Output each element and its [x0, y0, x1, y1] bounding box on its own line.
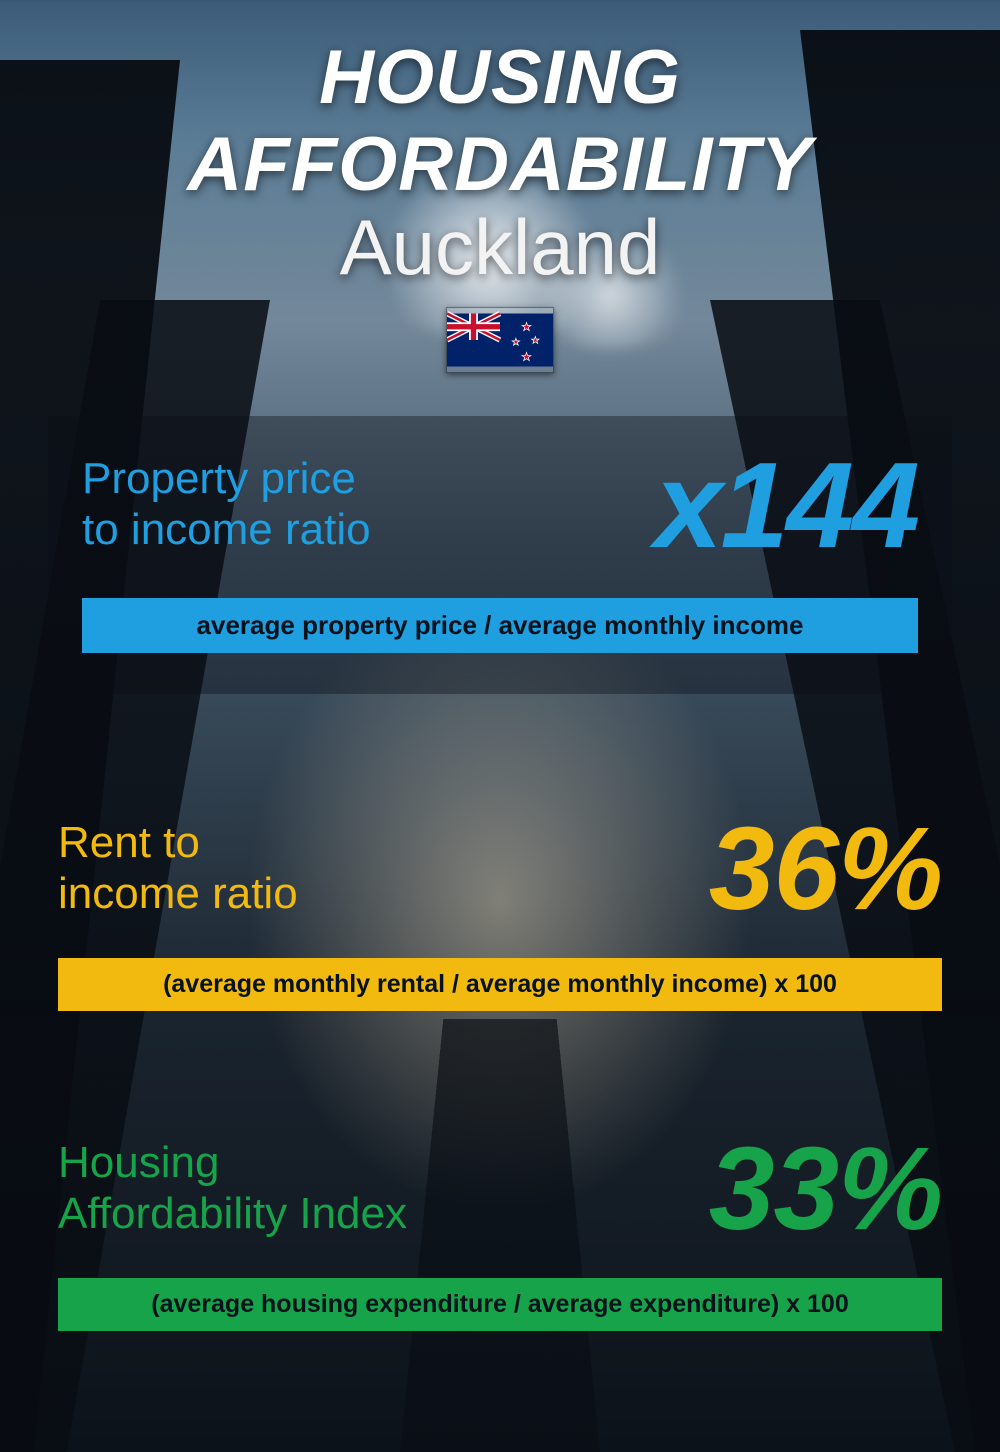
header-block: HOUSING AFFORDABILITY Auckland [0, 0, 1000, 373]
metric-label-line: Property price [82, 454, 356, 503]
formula-bar-price-income: average property price / average monthly… [82, 598, 918, 653]
metric-label-line: Affordability Index [58, 1189, 407, 1238]
metric-section-rent-income: Rent to income ratio 36% (average monthl… [58, 810, 942, 1011]
metric-label-line: to income ratio [82, 505, 371, 554]
nz-flag-icon [446, 307, 554, 373]
metric-label-line: Rent to [58, 818, 200, 867]
metric-label-line: income ratio [58, 869, 298, 918]
formula-bar-rent-income: (average monthly rental / average monthl… [58, 958, 942, 1011]
metric-label-line: Housing [58, 1138, 219, 1187]
main-title: HOUSING AFFORDABILITY [0, 34, 1000, 208]
metric-value-rent-income: 36% [709, 810, 942, 928]
city-subtitle: Auckland [0, 202, 1000, 293]
metric-value-price-income: x144 [655, 444, 918, 566]
formula-bar-affordability: (average housing expenditure / average e… [58, 1278, 942, 1331]
metric-card-price-income: Property price to income ratio x144 aver… [48, 416, 952, 694]
metric-section-affordability: Housing Affordability Index 33% (average… [58, 1130, 942, 1331]
metric-label-rent-income: Rent to income ratio [58, 818, 298, 919]
metric-label-affordability: Housing Affordability Index [58, 1138, 407, 1239]
infographic-content: HOUSING AFFORDABILITY Auckland [0, 0, 1000, 1452]
metric-value-affordability: 33% [709, 1130, 942, 1248]
metric-label-price-income: Property price to income ratio [82, 454, 371, 555]
